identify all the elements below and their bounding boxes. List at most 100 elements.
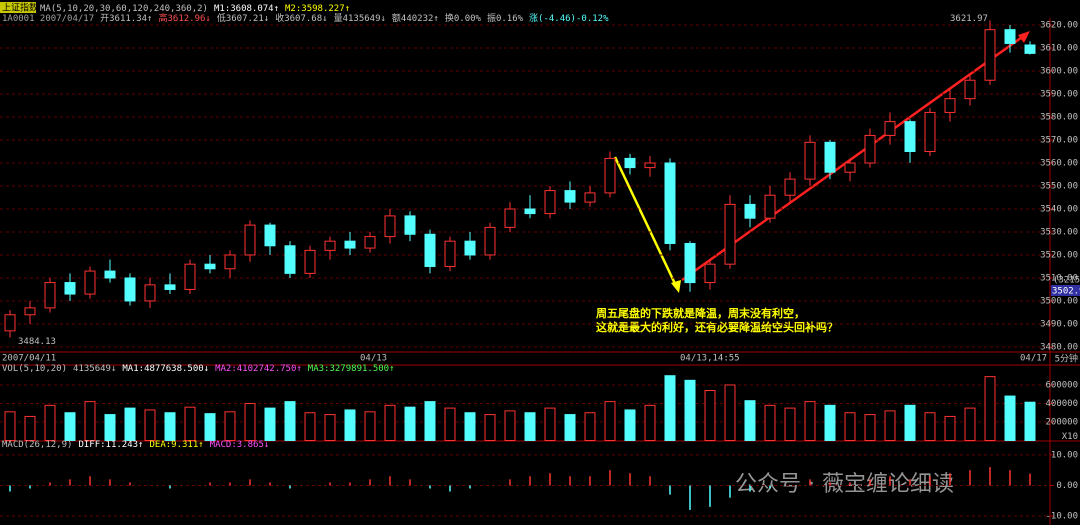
candle-body — [324, 240, 336, 251]
arrow — [613, 156, 679, 289]
info-item: 额440232↑ — [392, 12, 439, 24]
volume-bar — [924, 412, 936, 442]
arrow-head — [671, 280, 681, 293]
candle-body — [44, 282, 56, 309]
candle-body — [644, 162, 656, 169]
candle-body — [584, 192, 596, 203]
volume-bar — [624, 409, 636, 441]
arrow — [681, 33, 1026, 282]
info-item: VOL(5,10,20) — [2, 364, 67, 374]
candle-body — [364, 236, 376, 249]
period: 5分钟 — [1055, 353, 1078, 365]
info-line: MACD(26,12,9) DIFF:11.243↑ DEA:9.311↑ MACD:… — [2, 440, 269, 450]
volume-bar — [324, 414, 336, 442]
volume-bar — [64, 412, 76, 442]
candle-body — [224, 254, 236, 270]
candle-body — [764, 194, 776, 219]
volume-bar — [744, 400, 756, 442]
candle-body — [824, 141, 836, 173]
candle-body — [524, 208, 536, 215]
volume-bar — [764, 404, 776, 441]
volume-bar — [724, 384, 736, 442]
y-tick-label: 3530.00 — [1040, 227, 1078, 237]
volume-bar — [304, 412, 316, 442]
volume-bar — [164, 412, 176, 442]
volume-bar — [904, 404, 916, 441]
volume-bar — [44, 404, 56, 441]
volume-bar — [4, 411, 16, 441]
info-item: 涨(-4.46)-0.12% — [529, 13, 609, 24]
y-tick-label: 3620.00 — [1040, 21, 1078, 31]
info-item: 低3607.21↓ — [217, 12, 269, 24]
arrow-head — [1018, 31, 1030, 43]
info-item: DEA:9.311↑ — [149, 440, 203, 450]
volume-bar — [264, 407, 276, 441]
candle-body — [844, 162, 856, 173]
volume-bar — [344, 409, 356, 441]
volume-bar — [184, 406, 196, 442]
volume-bar — [784, 407, 796, 441]
annotation: 这就是最大的利好，还有必要降温给空头回补吗？ — [596, 320, 838, 334]
info-item: MA3:3279891.500↑ — [308, 364, 395, 374]
candle-body — [464, 240, 476, 256]
info-item: 开3611.34↑ — [100, 13, 152, 24]
volume-bar — [604, 401, 616, 441]
y-tick-label: 3570.00 — [1040, 136, 1078, 146]
volume-bar — [964, 407, 976, 441]
info-item: MA2:4102742.750↑ — [215, 364, 302, 374]
candle-body — [24, 307, 36, 316]
volume-bar — [884, 410, 896, 442]
info-item: MACD:3.865↓ — [210, 440, 270, 450]
volume-bar — [564, 414, 576, 442]
candle-body — [84, 270, 96, 295]
candle-body — [904, 121, 916, 153]
volume-bar — [484, 414, 496, 442]
candle-body — [124, 277, 136, 302]
volume-bar — [504, 410, 516, 442]
info-line: 1A0001 2007/04/17 开3611.34↑ 高3612.96↓ 低3607… — [2, 12, 609, 24]
volume-bar — [704, 390, 716, 442]
volume-bar — [464, 412, 476, 442]
volume-bar — [144, 409, 156, 441]
candle-body — [484, 226, 496, 256]
y-tick-label: -10.00 — [1045, 512, 1078, 522]
y-tick-label: 200000 — [1045, 417, 1078, 427]
candle-body — [184, 263, 196, 290]
volume-bar — [824, 404, 836, 441]
volume-bar — [584, 412, 596, 442]
volume-bar — [104, 414, 116, 442]
info-item: 换0.00% — [445, 12, 482, 24]
candle-body — [984, 29, 996, 81]
info-item: 1A0001 2007/04/17 — [2, 14, 94, 24]
candle-body — [964, 79, 976, 100]
volume-bar — [804, 401, 816, 441]
candle-body — [104, 270, 116, 279]
volume-bar — [244, 402, 256, 441]
y-tick-label: 3510.00 — [1040, 273, 1078, 283]
candle-body — [564, 190, 576, 203]
candle-body — [724, 203, 736, 265]
volume-bar — [1004, 395, 1016, 441]
volume-bar — [844, 412, 856, 442]
volume-bar — [984, 376, 996, 442]
y-tick-label: 3610.00 — [1040, 44, 1078, 54]
max-label: 3621.97 — [950, 14, 988, 24]
volume-bar — [24, 415, 36, 442]
candle-body — [244, 224, 256, 256]
volume-bar — [204, 413, 216, 441]
y-tick-label: 3560.00 — [1040, 159, 1078, 169]
volume-bar — [444, 407, 456, 441]
volume-bar — [424, 401, 436, 441]
candle-body — [264, 224, 276, 247]
candle-body — [384, 215, 396, 238]
symbol: 上证指数 — [2, 2, 38, 14]
volume-bar — [944, 415, 956, 442]
candle-body — [164, 284, 176, 290]
candle-body — [1024, 44, 1036, 54]
candle-body — [1004, 29, 1016, 44]
volume-bar — [124, 407, 136, 441]
candle-body — [284, 245, 296, 274]
info-item: 4135649↓ — [73, 364, 116, 374]
volume-bar — [284, 401, 296, 441]
